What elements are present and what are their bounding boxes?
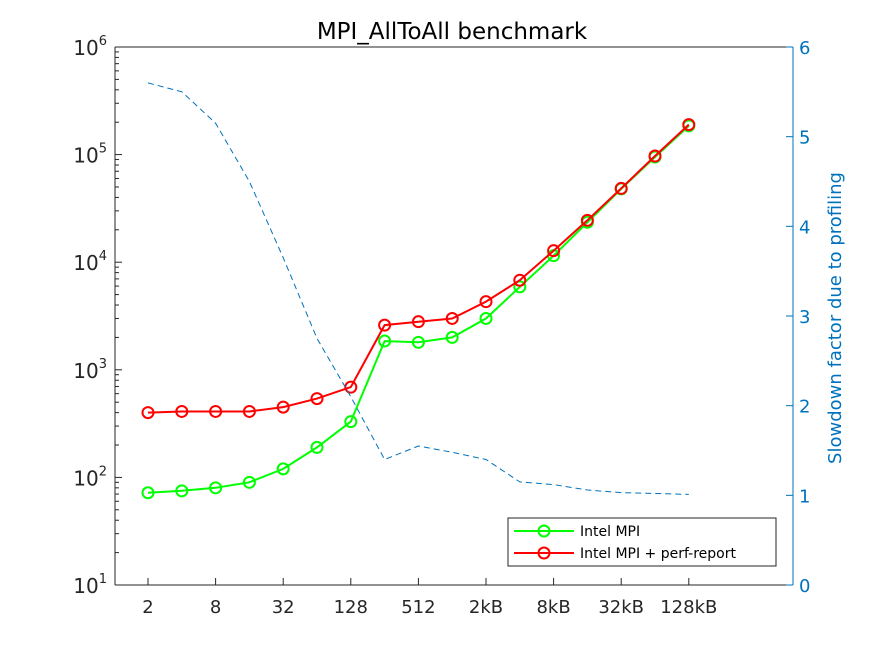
x-tick-label: 32kB	[598, 597, 644, 618]
data-point-marker	[547, 244, 561, 258]
legend-box	[507, 517, 777, 567]
data-point-marker	[209, 481, 223, 495]
data-point-marker	[411, 335, 425, 349]
y-right-tick-label: 5	[799, 128, 810, 149]
series-line-intel-mpi	[147, 125, 690, 494]
data-point-marker	[479, 295, 493, 309]
data-point-marker	[682, 118, 696, 132]
data-point-marker	[378, 334, 392, 348]
data-point-marker	[614, 181, 628, 195]
data-point-marker	[344, 415, 358, 429]
data-point-marker	[378, 318, 392, 332]
data-point-marker	[310, 392, 324, 406]
chart-title: MPI_AllToAll benchmark	[317, 19, 588, 45]
x-tick-label: 128	[334, 597, 368, 618]
x-tick-label: 8	[210, 597, 221, 618]
y-right-tick-label: 3	[799, 307, 810, 328]
legend-label: Intel MPI	[580, 524, 640, 540]
data-point-marker	[209, 404, 223, 418]
data-point-marker	[175, 404, 189, 418]
y-right-tick-label: 2	[799, 397, 810, 418]
data-point-marker	[242, 475, 256, 489]
y-axis-right-label: Slowdown factor due to profiling	[825, 172, 846, 464]
x-tick-label: 512	[401, 597, 435, 618]
data-point-marker	[175, 484, 189, 498]
x-tick-label: 32	[272, 597, 295, 618]
series-layer	[141, 82, 696, 500]
x-tick-label: 2	[142, 597, 153, 618]
data-point-marker	[479, 311, 493, 325]
y-right-tick-label: 1	[799, 486, 810, 507]
data-point-marker	[580, 213, 594, 227]
data-point-marker	[276, 400, 290, 414]
legend-label: Intel MPI + perf-report	[580, 546, 736, 562]
data-point-marker	[445, 311, 459, 325]
y-left-tick-label: 104	[73, 249, 107, 275]
x-tick-label: 2kB	[469, 597, 503, 618]
y-left-tick-label: 106	[73, 34, 107, 60]
data-point-marker	[141, 486, 155, 500]
data-point-marker	[445, 330, 459, 344]
data-point-marker	[648, 149, 662, 163]
legend-swatch-marker	[537, 546, 551, 560]
legend-swatch-marker	[537, 524, 551, 538]
tick-layer: 101 102 103 104 105 106 0 1 2 3 4 5 6 2 8 32 128 512 2kB 8k…	[73, 34, 810, 618]
data-point-marker	[513, 273, 527, 287]
data-point-marker	[141, 406, 155, 420]
data-point-marker	[411, 315, 425, 329]
data-point-marker	[242, 404, 256, 418]
y-left-tick-label: 101	[73, 572, 107, 598]
legend: Intel MPI Intel MPI + perf-report	[507, 517, 777, 567]
x-tick-label: 8kB	[536, 597, 570, 618]
slowdown-factor-line	[147, 82, 689, 495]
data-point-marker	[276, 462, 290, 476]
x-tick-label: 128kB	[660, 597, 717, 618]
y-right-tick-label: 4	[799, 217, 810, 238]
y-left-tick-label: 105	[73, 142, 107, 168]
y-right-tick-label: 0	[799, 576, 810, 597]
data-point-marker	[310, 440, 324, 454]
y-left-tick-label: 103	[73, 357, 107, 383]
y-left-tick-label: 102	[73, 464, 107, 490]
y-right-tick-label: 6	[799, 38, 810, 59]
series-line-intel-mpi-perf-report	[147, 123, 690, 414]
